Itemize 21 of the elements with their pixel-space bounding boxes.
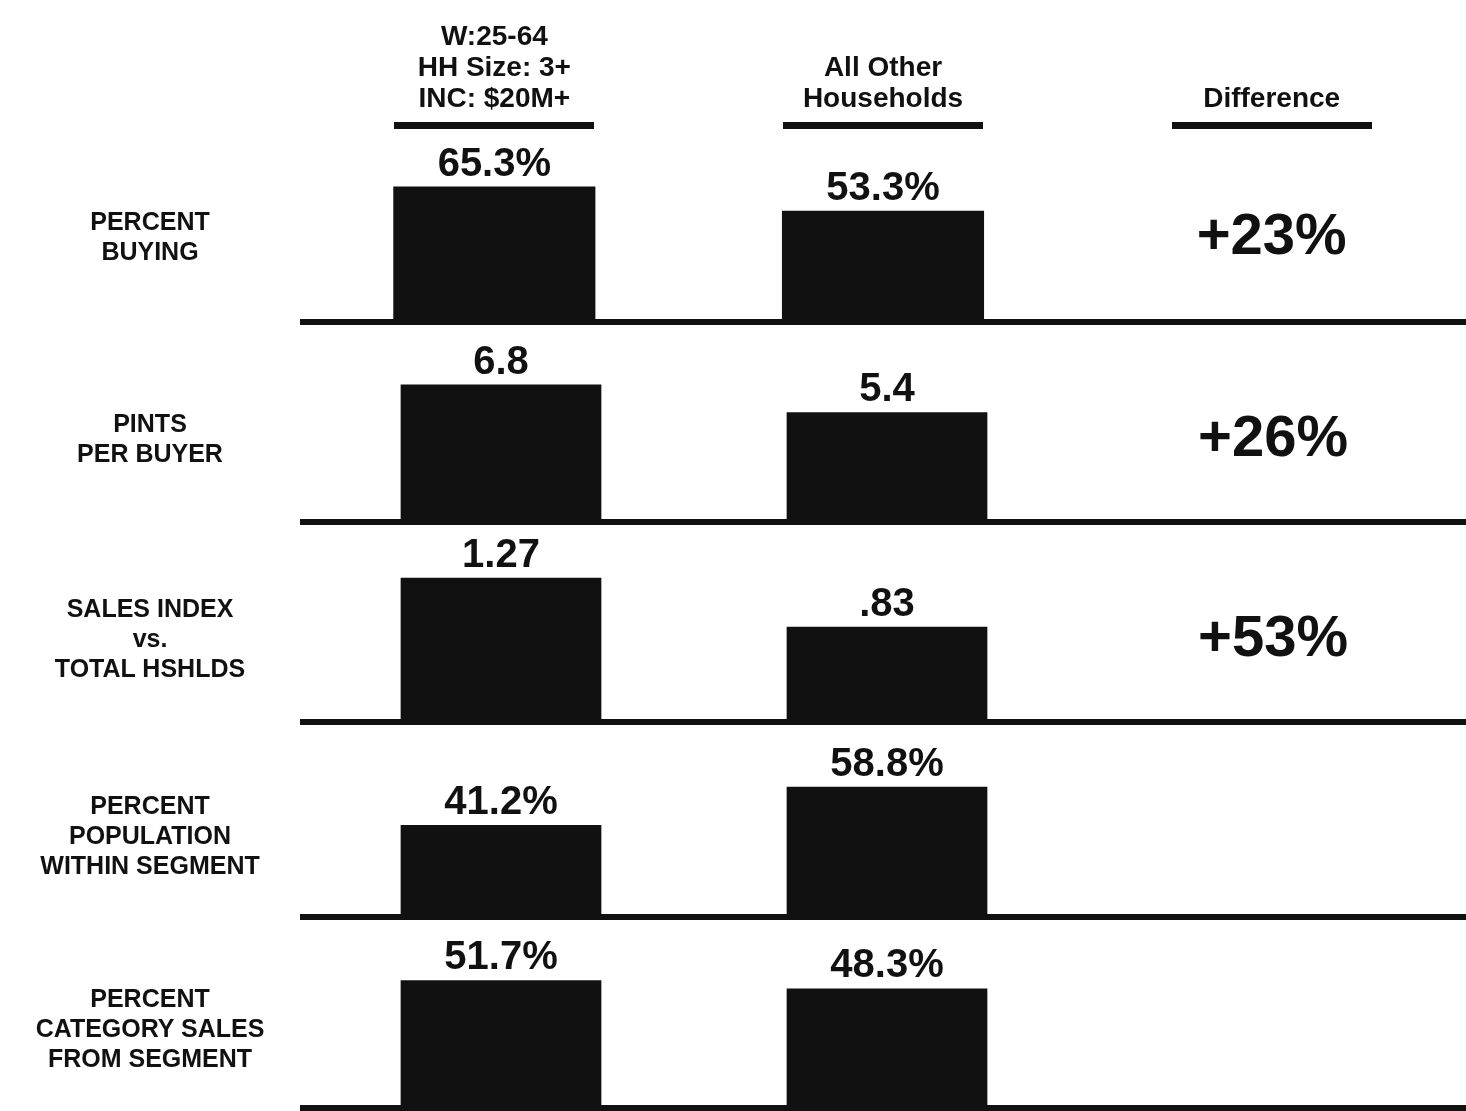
text: PERCENT POPULATION WITHIN SEGMENT: [40, 791, 260, 880]
data-label: 1.27: [462, 530, 540, 575]
annotation: +26%: [1198, 403, 1348, 468]
annotation: +23%: [1196, 200, 1347, 266]
text: PINTS PER BUYER: [77, 408, 223, 467]
text: SALES INDEX vs. TOTAL HSHLDS: [54, 593, 246, 682]
x-tick-label: All Other Households: [802, 50, 964, 113]
data-label: 65.3%: [437, 139, 552, 184]
data-label: 58.8%: [830, 739, 944, 784]
data-label: 48.3%: [830, 941, 944, 986]
text: PERCENT CATEGORY SALES FROM SEGMENT: [35, 984, 265, 1073]
data-label: 51.7%: [444, 933, 558, 978]
data-label: 41.2%: [444, 777, 558, 822]
text: PERCENT BUYING: [90, 206, 210, 265]
data-label: 53.3%: [826, 163, 940, 208]
x-tick-label: W:25-64 HH Size: 3+ INC: $20M+: [417, 20, 571, 113]
annotation: +53%: [1198, 603, 1348, 668]
data-label: .83: [859, 579, 915, 624]
x-tick-label: Difference: [1203, 81, 1341, 113]
data-label: 6.8: [473, 337, 529, 382]
data-label: 5.4: [859, 365, 916, 410]
